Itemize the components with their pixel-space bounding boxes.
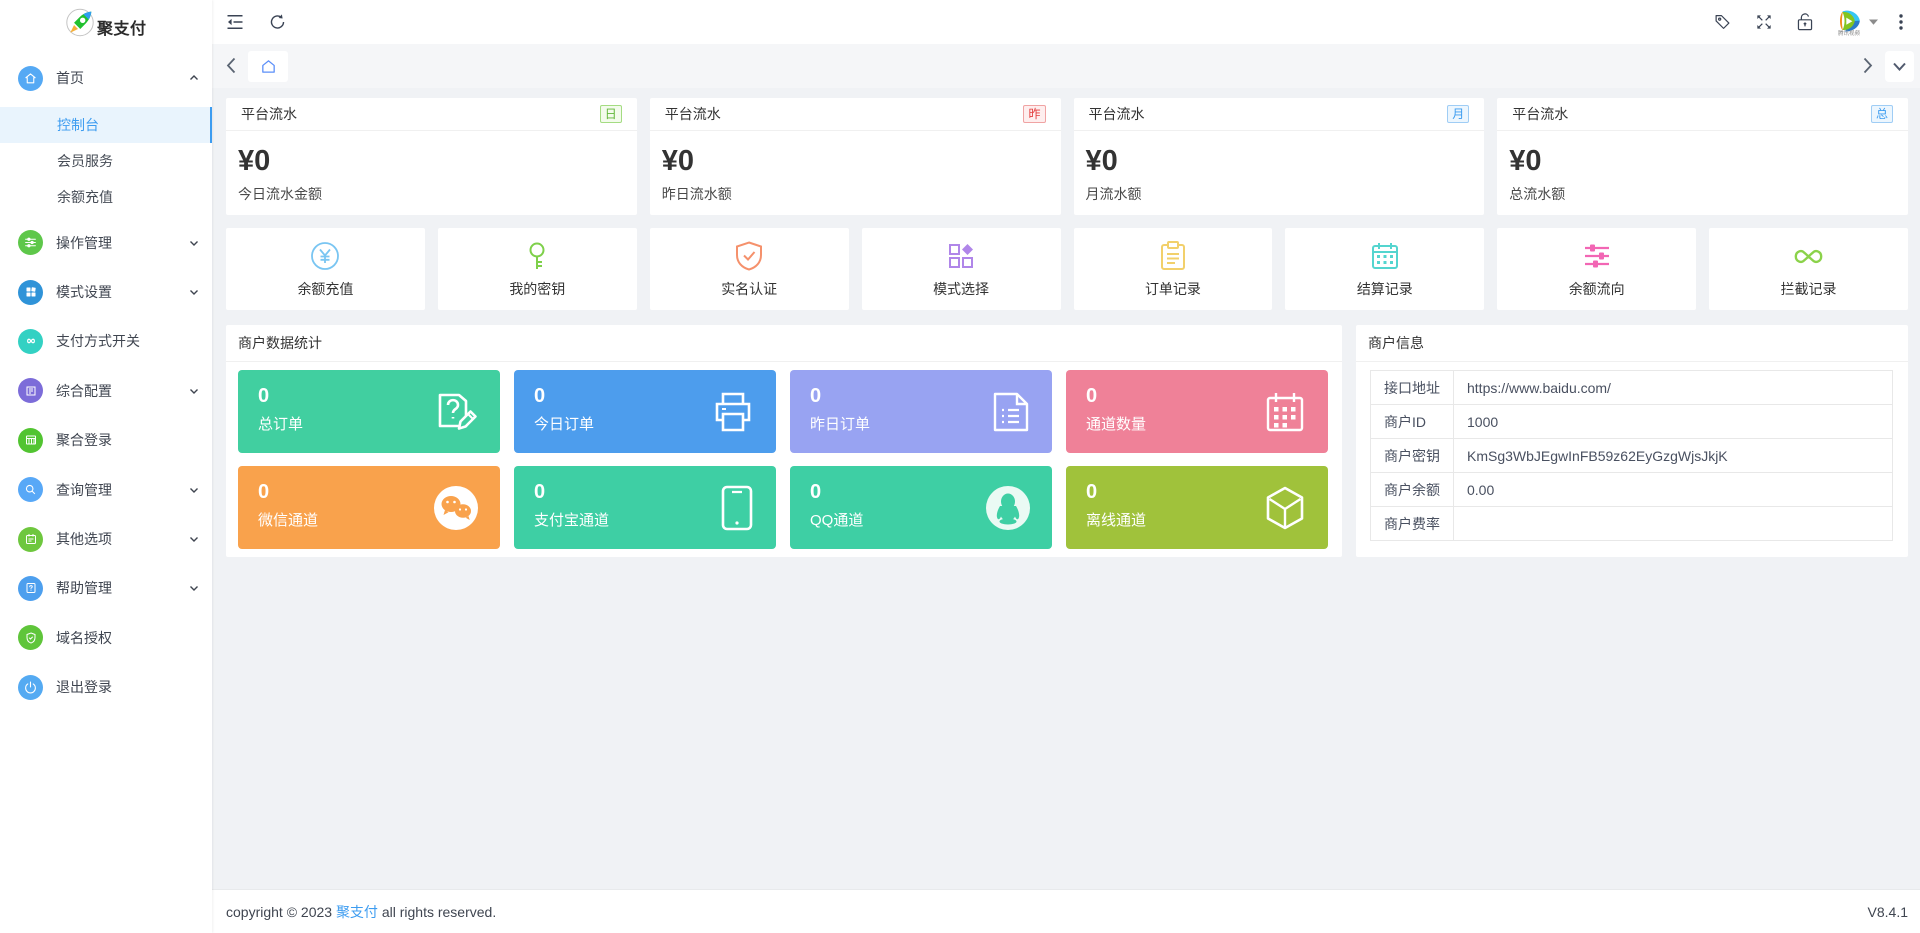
svg-text:腾讯视频: 腾讯视频	[1838, 29, 1861, 37]
